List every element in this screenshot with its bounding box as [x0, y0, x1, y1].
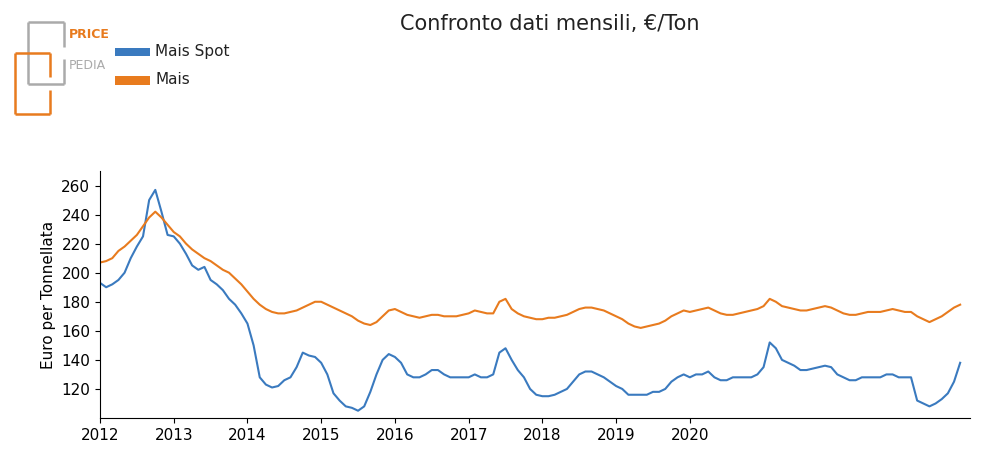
Y-axis label: Euro per Tonnellata: Euro per Tonnellata [41, 220, 56, 369]
Text: PEDIA: PEDIA [68, 58, 106, 72]
Text: Mais Spot: Mais Spot [155, 44, 230, 58]
Text: PRICE: PRICE [68, 28, 109, 41]
Text: Confronto dati mensili, €/Ton: Confronto dati mensili, €/Ton [400, 14, 700, 34]
Text: Mais: Mais [155, 72, 190, 87]
